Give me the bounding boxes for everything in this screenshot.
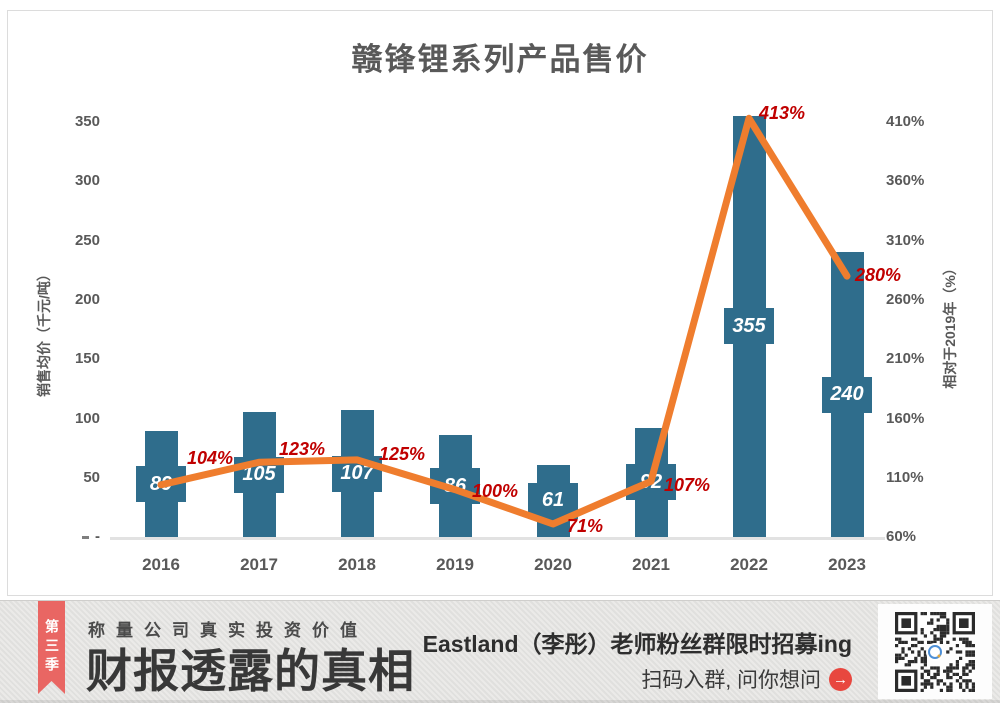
right-tick-210%: 210% [886, 350, 925, 368]
left-tick-250: 250 [74, 231, 100, 249]
pct-label-2022: 413% [759, 103, 806, 124]
pct-label-2016: 104% [187, 447, 234, 468]
left-tick-50: 50 [83, 468, 100, 486]
x-label-2019: 2019 [436, 555, 474, 574]
right-tick-260%: 260% [886, 290, 925, 308]
pct-label-2018: 125% [379, 443, 426, 464]
bar-label-2020: 61 [528, 482, 578, 519]
pct-label-2019: 100% [472, 480, 519, 501]
x-label-2023: 2023 [828, 555, 866, 574]
left-tick-100: 100 [74, 409, 100, 427]
x-label-2017: 2017 [240, 555, 278, 574]
x-label-2022: 2022 [730, 555, 768, 574]
bar-label-2018: 107 [332, 455, 382, 492]
left-tick--: - [95, 528, 100, 546]
x-label-2016: 2016 [142, 555, 180, 574]
right-tick-410%: 410% [886, 113, 925, 130]
pct-label-2021: 107% [664, 475, 711, 496]
qr-plate [878, 604, 992, 699]
scan-text-row: 扫码入群, 问你想问 → [641, 664, 852, 694]
left-tick-150: 150 [74, 350, 100, 368]
bar-label-2022: 355 [724, 308, 774, 345]
x-axis-line [110, 537, 885, 540]
x-label-2020: 2020 [534, 555, 572, 574]
right-arrow-icon: → [829, 667, 852, 691]
x-label-2018: 2018 [338, 555, 376, 574]
chart-panel: 赣锋锂系列产品售价 销售均价（千元/吨） 相对于2019年（%） 350 300 2… [7, 10, 993, 596]
left-tick-300: 300 [74, 172, 100, 190]
chart-border [7, 10, 993, 596]
right-tick-360%: 360% [886, 172, 925, 190]
zero-tick [82, 536, 89, 539]
chart-title: 赣锋锂系列产品售价 [351, 42, 649, 77]
season-ribbon-label: 第三季 [44, 619, 60, 676]
season-ribbon: 第三季 [38, 601, 65, 694]
pct-label-2017: 123% [279, 439, 326, 460]
bottom-banner: 第三季 称量公司真实投资价值 财报透露的真相 Eastland（李彤）老师粉丝群… [0, 600, 1000, 703]
cta-block: Eastland（李彤）老师粉丝群限时招募ing 扫码入群, 问你想问 → [423, 625, 852, 694]
left-tick-350: 350 [74, 113, 100, 130]
bar-label-2023: 240 [822, 376, 872, 413]
x-label-2021: 2021 [632, 555, 670, 574]
left-axis-title: 销售均价（千元/吨） [36, 267, 52, 397]
right-tick-310%: 310% [886, 231, 925, 249]
scan-text: 扫码入群, 问你想问 [641, 669, 821, 692]
pct-label-2020: 71% [567, 515, 604, 536]
qr-code-icon [895, 611, 975, 692]
pct-label-2023: 280% [855, 265, 902, 286]
recruit-text: Eastland（李彤）老师粉丝群限时招募ing [422, 631, 852, 657]
right-tick-60%: 60% [886, 528, 917, 546]
banner-tagline: 称量公司真实投资价值 [88, 621, 368, 640]
right-tick-110%: 110% [886, 468, 924, 486]
bar-label-2016: 89 [136, 466, 186, 503]
bar-label-2017: 105 [234, 456, 284, 493]
left-tick-200: 200 [74, 290, 100, 308]
banner-headline: 财报透露的真相 [86, 646, 415, 697]
right-tick-160%: 160% [886, 409, 925, 427]
